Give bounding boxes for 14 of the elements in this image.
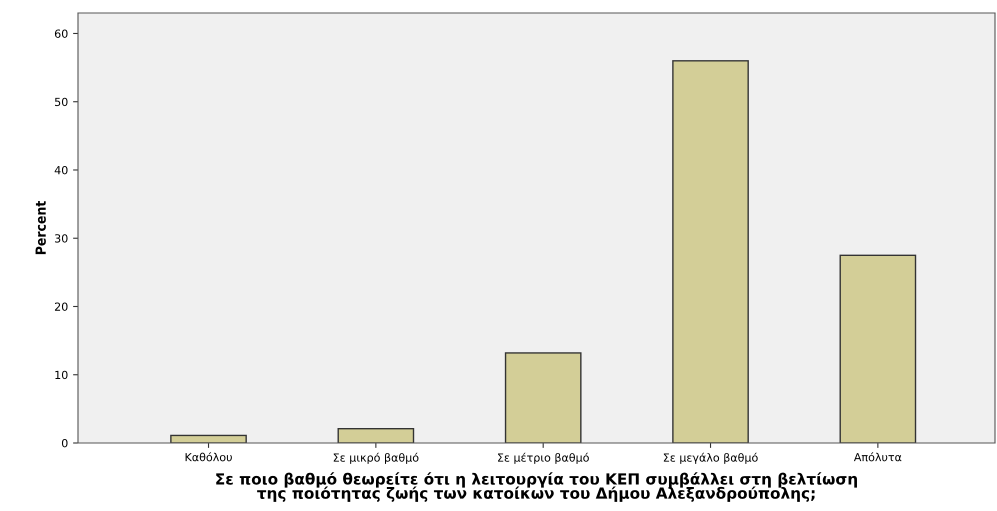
y-tick-label: 10: [55, 370, 68, 380]
y-tick-label: 30: [54, 234, 68, 243]
y-tick-label: 40: [54, 166, 68, 174]
y-tick-label: 0: [62, 438, 68, 448]
x-tick-label: Καθόλου: [186, 452, 232, 462]
x-axis-title: Σε ποιο βαθμό θεωρείτε ότι η λειτουργία του ΚΕΠ συμβάλλει στη βελτίωση της ποιότητας ζωής των κατοίκων του Δήμου Αλεξανδρούπολης;: [216, 472, 857, 502]
y-tick-label: 60: [54, 29, 68, 38]
x-tick-label: Απόλυτα: [854, 452, 902, 462]
y-tick-label: 50: [54, 98, 68, 106]
y-tick-label: 20: [54, 302, 68, 311]
x-tick-label: Σε μέτριο βαθμό: [498, 452, 589, 464]
x-tick-label: Σε μικρό βαθμό: [334, 452, 418, 464]
x-tick-label: Σε μεγάλο βαθμό: [664, 452, 758, 464]
y-axis-title: Percent: [36, 201, 46, 254]
